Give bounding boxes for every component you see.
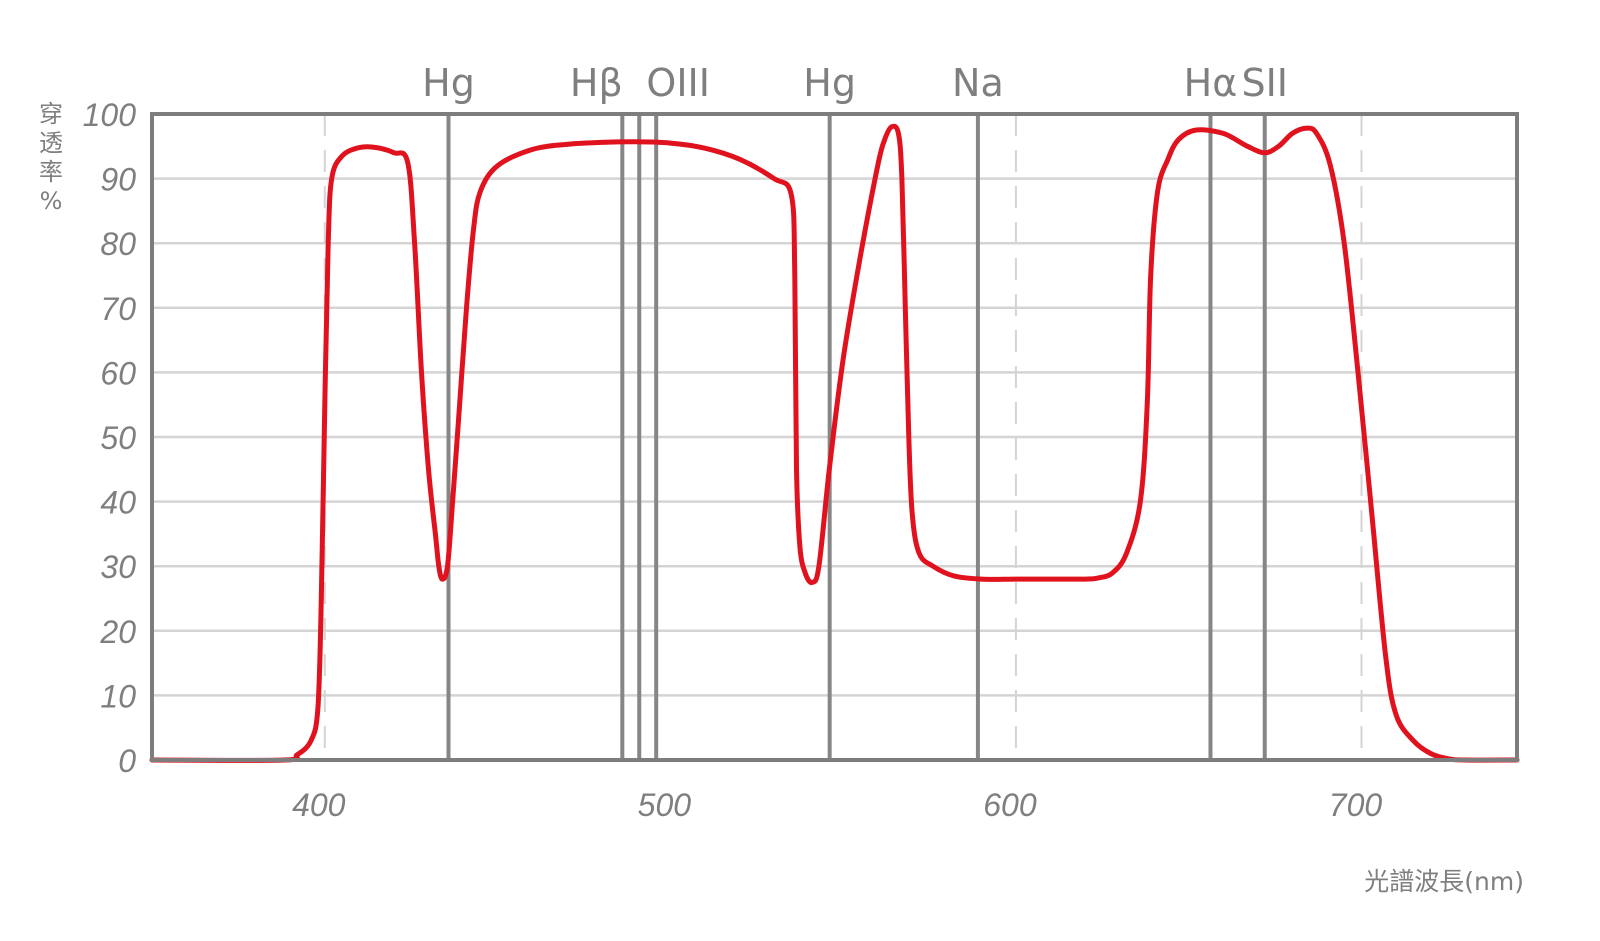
y-tick-label-0: 0	[118, 743, 136, 779]
x-tick-label-400: 400	[292, 787, 346, 823]
emission-label-hg-4: Hg	[803, 61, 856, 105]
y-axis-title-char-1: 透	[39, 129, 63, 157]
y-tick-label-70: 70	[100, 291, 136, 327]
y-axis-title: 穿透率%	[36, 100, 66, 216]
curve-layer	[149, 123, 1520, 763]
y-axis-title-char-3: %	[39, 187, 63, 215]
emission-label-hg-0: Hg	[422, 61, 475, 105]
y-tick-label-100: 100	[83, 97, 137, 133]
y-tick-label-10: 10	[100, 678, 136, 714]
y-axis-title-char-0: 穿	[39, 100, 63, 128]
x-tick-label-600: 600	[983, 787, 1037, 823]
tick-labels-layer: 0 10 20 30 40 50 60 70 80 90 100 400 500 600 700	[83, 97, 1383, 823]
emission-line-labels-layer: Hg Hβ OIII Hg Na Hα SII	[422, 61, 1288, 105]
y-tick-label-20: 20	[99, 614, 136, 650]
x-tick-label-500: 500	[638, 787, 692, 823]
emission-label-na-5: Na	[952, 61, 1004, 105]
y-tick-label-90: 90	[100, 162, 136, 198]
emission-label-hβ-1: Hβ	[570, 61, 623, 105]
frame-layer	[150, 112, 1519, 762]
y-tick-label-50: 50	[100, 420, 136, 456]
emission-label-sii-7: SII	[1241, 61, 1288, 105]
y-tick-label-60: 60	[100, 355, 136, 391]
y-tick-label-80: 80	[100, 226, 136, 262]
emission-lines-layer	[446, 114, 1267, 760]
transmission-curve-0	[149, 123, 1520, 763]
x-tick-label-700: 700	[1329, 787, 1383, 823]
y-axis-title-char-2: 率	[39, 158, 63, 186]
x-axis-title: 光譜波長(nm)	[1364, 867, 1524, 896]
plot-frame	[150, 112, 1519, 762]
y-tick-label-40: 40	[100, 485, 136, 521]
emission-label-oiii-3: OIII	[646, 61, 710, 105]
y-tick-label-30: 30	[100, 549, 136, 585]
emission-label-hα-6: Hα	[1184, 61, 1238, 105]
